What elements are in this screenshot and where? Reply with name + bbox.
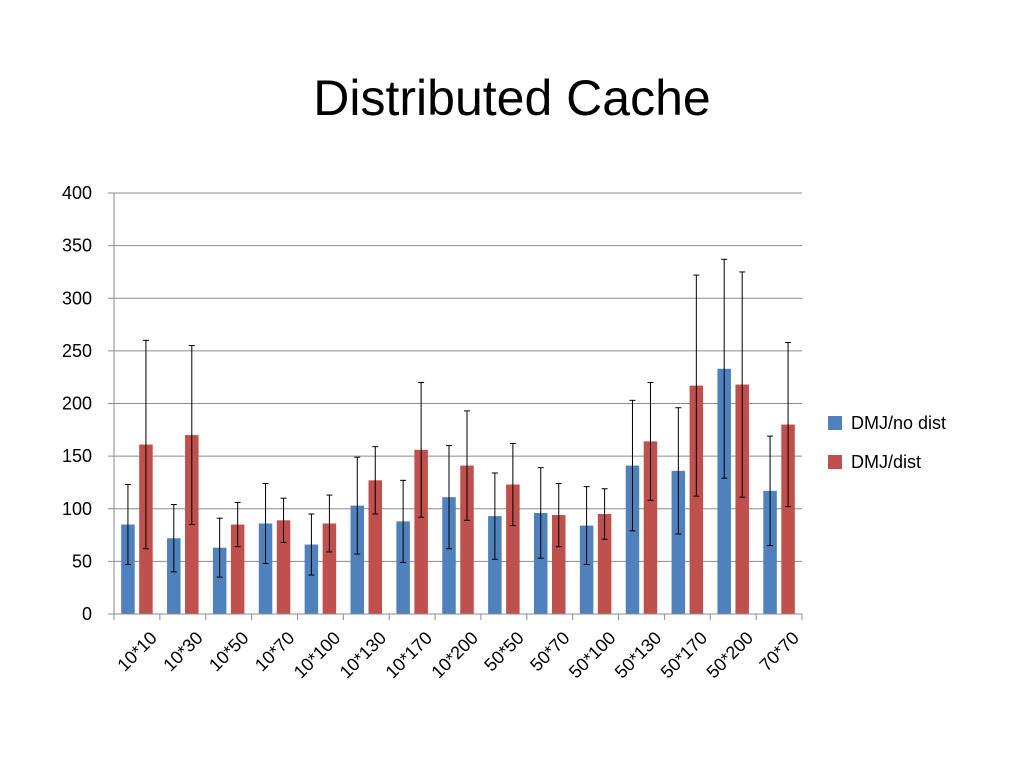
error-bar xyxy=(509,442,516,527)
error-bar xyxy=(142,339,149,550)
error-bar xyxy=(583,486,590,566)
bar-DMJ/no dist xyxy=(212,547,227,614)
y-tick-label: 350 xyxy=(62,236,92,256)
legend-swatch xyxy=(828,455,842,469)
error-bar xyxy=(693,274,700,497)
x-tick-label: 10*50 xyxy=(205,628,252,675)
error-bar xyxy=(491,472,498,560)
error-bar xyxy=(262,482,269,564)
x-tick-label: 50*200 xyxy=(703,628,757,682)
y-tick-label: 150 xyxy=(62,446,92,466)
y-tick-label: 400 xyxy=(62,183,92,203)
y-tick-label: 300 xyxy=(62,288,92,308)
y-tick-label: 250 xyxy=(62,341,92,361)
bar-DMJ/dist xyxy=(781,424,795,614)
error-bar xyxy=(188,345,195,526)
bar-DMJ/no dist xyxy=(671,470,686,614)
x-tick-label: 10*170 xyxy=(382,628,436,682)
x-tick-label: 70*70 xyxy=(756,628,803,675)
bar-DMJ/dist xyxy=(597,514,612,614)
y-tick-label: 100 xyxy=(62,499,92,519)
error-bar xyxy=(372,446,379,515)
bar-DMJ/dist xyxy=(322,523,337,614)
error-bar xyxy=(170,504,177,573)
bar-DMJ/no dist xyxy=(121,524,135,614)
error-bar xyxy=(555,482,562,548)
bar-DMJ/dist xyxy=(414,449,428,614)
bar-DMJ/no dist xyxy=(167,538,181,614)
x-tick-label: 50*170 xyxy=(657,628,711,682)
legend-label: DMJ/no dist xyxy=(851,413,946,433)
bar-DMJ/dist xyxy=(368,480,383,614)
slide-title: Distributed Cache xyxy=(313,70,711,126)
error-bar xyxy=(464,410,470,521)
error-bar xyxy=(234,501,241,548)
y-tick-label: 50 xyxy=(72,551,92,571)
error-bar xyxy=(675,407,682,535)
error-bar xyxy=(124,484,131,566)
bar-DMJ/no dist xyxy=(488,516,502,614)
legend-label: DMJ/dist xyxy=(851,452,921,472)
bar-DMJ/no dist xyxy=(350,505,365,614)
bar-DMJ/dist xyxy=(460,465,474,614)
bar-DMJ/no dist xyxy=(717,368,731,614)
y-tick-label: 200 xyxy=(62,394,92,414)
bar-DMJ/dist xyxy=(735,384,749,614)
y-tick-labels: 0 50 100 150 200 250 300 350 400 xyxy=(62,183,92,624)
error-bar xyxy=(446,445,452,550)
error-bar xyxy=(326,494,333,553)
bar-DMJ/dist xyxy=(643,441,658,614)
bar-DMJ/no dist xyxy=(258,523,273,614)
bar-DMJ/no dist xyxy=(396,521,410,614)
error-bar xyxy=(721,258,728,479)
x-tick-label: 10*200 xyxy=(427,628,481,682)
error-bar xyxy=(601,488,608,540)
bar-DMJ/dist xyxy=(689,385,704,614)
x-tick-label: 10*130 xyxy=(336,628,390,682)
bar-DMJ/no dist xyxy=(533,512,548,614)
error-bar xyxy=(647,381,654,501)
error-bar xyxy=(767,435,774,547)
error-bar xyxy=(216,517,223,578)
bar-DMJ/no dist xyxy=(304,544,319,614)
y-tick-label: 0 xyxy=(82,604,92,624)
x-tick-label: 50*100 xyxy=(565,628,619,682)
error-bar xyxy=(739,271,746,498)
bar-DMJ/no dist xyxy=(763,490,777,614)
bar-DMJ/dist xyxy=(276,520,291,614)
gridlines xyxy=(114,192,802,562)
bar-DMJ/no dist xyxy=(579,525,594,614)
error-bar xyxy=(400,479,407,563)
axes xyxy=(108,192,803,620)
error-bar xyxy=(354,456,361,555)
bar-DMJ/dist xyxy=(551,515,566,614)
x-tick-labels: 10*1010*3010*5010*7010*10010*13010*17010… xyxy=(113,628,803,682)
error-bar xyxy=(629,399,636,532)
x-tick-label: 10*100 xyxy=(290,628,344,682)
bar-DMJ/no dist xyxy=(442,497,456,614)
x-tick-label: 10*10 xyxy=(113,628,160,675)
legend-swatch xyxy=(828,416,842,430)
x-tick-label: 50*130 xyxy=(611,628,665,682)
error-bars xyxy=(124,258,792,578)
x-tick-label: 10*30 xyxy=(159,628,206,675)
bar-DMJ/no dist xyxy=(625,465,640,614)
x-tick-label: 50*50 xyxy=(480,628,527,675)
error-bar xyxy=(785,341,792,508)
error-bar xyxy=(418,381,425,518)
error-bar xyxy=(308,513,315,576)
error-bar xyxy=(537,467,544,559)
error-bar xyxy=(280,497,287,543)
bar-DMJ/dist xyxy=(230,524,245,614)
bar-DMJ/dist xyxy=(506,484,520,614)
legend: DMJ/no dist DMJ/dist xyxy=(828,413,946,472)
